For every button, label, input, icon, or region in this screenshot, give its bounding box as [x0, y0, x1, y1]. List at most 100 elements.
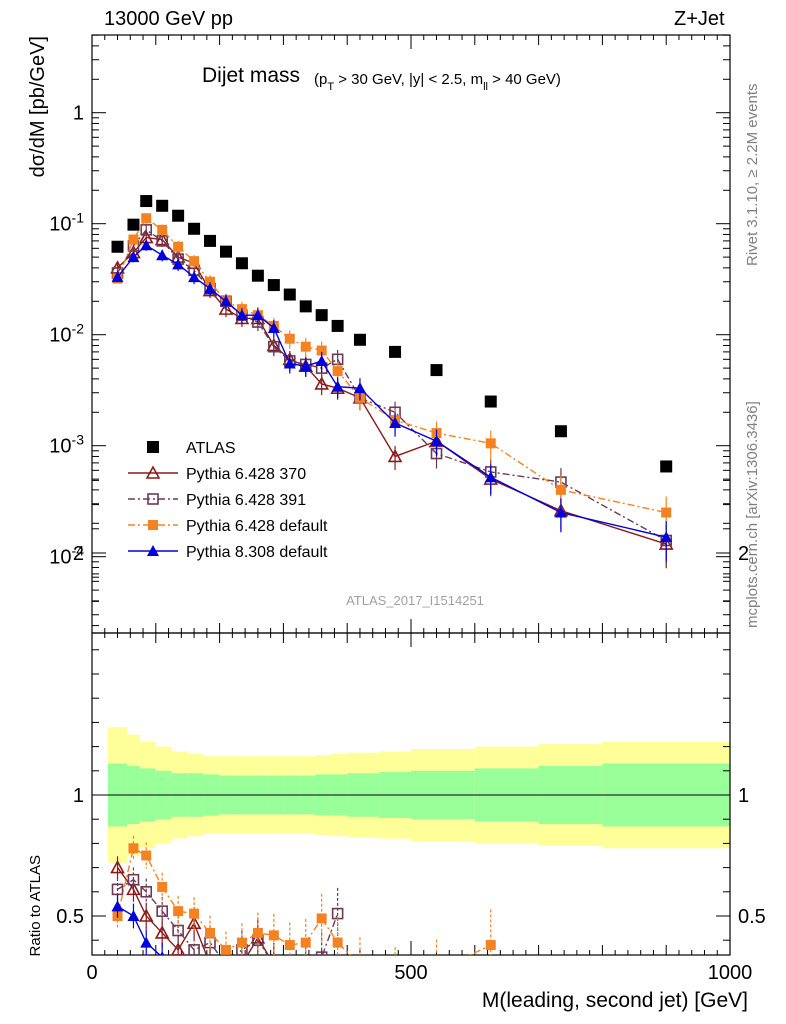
data-point — [236, 937, 247, 948]
data-point — [205, 276, 216, 287]
main-y-ticks: 10-4 10-3 10-2 10-1 1 — [49, 34, 730, 616]
header-right-label: Z+Jet — [674, 8, 725, 30]
data-point — [251, 269, 264, 282]
data-point — [252, 927, 263, 938]
data-point — [485, 438, 496, 449]
data-point — [484, 395, 497, 408]
data-point — [189, 908, 200, 919]
data-point — [315, 354, 328, 366]
data-point — [172, 258, 185, 270]
ratio-pythia-6-428-391 — [111, 867, 344, 969]
data-point — [432, 967, 442, 977]
ratio-pythia-8-308-default — [111, 894, 165, 955]
data-point — [219, 245, 232, 258]
data-point — [555, 484, 566, 495]
data-point — [268, 340, 280, 353]
legend-label: ATLAS — [186, 440, 236, 457]
data-point — [111, 240, 124, 253]
data-point — [157, 224, 168, 235]
data-point — [160, 951, 165, 955]
data-point — [660, 531, 673, 543]
data-point — [300, 937, 311, 948]
data-point — [299, 360, 312, 372]
legend-label: Pythia 8.308 default — [186, 544, 328, 561]
legend-item: Pythia 6.428 default — [128, 518, 328, 535]
data-point — [189, 256, 200, 267]
data-point — [389, 345, 402, 358]
data-point — [127, 218, 140, 231]
data-point — [188, 944, 200, 955]
data-point — [235, 309, 248, 321]
plot-title-main: Dijet mass — [202, 64, 300, 87]
data-point — [316, 913, 327, 924]
data-point — [147, 545, 159, 556]
legend-item: Pythia 8.308 default — [128, 544, 328, 561]
data-point — [204, 282, 217, 294]
data-point — [269, 959, 279, 969]
data-point — [126, 881, 141, 896]
data-point — [315, 951, 328, 955]
series-pythia-6-428-default — [112, 213, 672, 537]
data-point — [251, 309, 264, 321]
data-point — [661, 507, 672, 518]
data-point — [353, 382, 366, 394]
data-point — [554, 506, 567, 518]
data-point — [154, 925, 170, 939]
data-point — [156, 249, 169, 261]
data-point — [140, 224, 153, 236]
x-axis-label: M(leading, second jet) [GeV] — [482, 989, 748, 1012]
data-point — [204, 234, 217, 247]
data-point — [111, 883, 124, 896]
data-point — [140, 936, 153, 948]
data-point — [284, 940, 295, 951]
data-point — [173, 906, 184, 917]
legend-label: Pythia 6.428 370 — [186, 466, 306, 483]
data-point — [145, 465, 161, 479]
data-point — [284, 333, 295, 344]
ratio-y-tick-label-right: 0.5 — [738, 906, 766, 928]
data-point — [389, 417, 402, 429]
data-point — [355, 959, 365, 969]
x-tick-label: 0 — [86, 962, 97, 984]
data-point — [268, 930, 279, 941]
legend-item: Pythia 6.428 370 — [128, 465, 306, 483]
data-point — [219, 295, 232, 307]
ratio-y-tick-label-right: 2 — [738, 543, 749, 565]
data-point — [484, 471, 497, 483]
data-point — [127, 251, 140, 263]
data-point — [314, 376, 330, 390]
legend-label: Pythia 6.428 391 — [186, 492, 306, 509]
series-atlas — [111, 195, 673, 473]
data-point — [140, 239, 153, 251]
data-point — [331, 380, 344, 392]
data-point — [316, 345, 327, 356]
main-series — [110, 195, 674, 569]
data-point — [430, 435, 443, 447]
data-point — [267, 279, 280, 292]
x-tick-label: 500 — [394, 962, 427, 984]
data-point — [147, 441, 159, 453]
data-point — [554, 425, 567, 438]
data-point — [140, 195, 153, 208]
data-point — [127, 873, 140, 886]
plot-title-cuts: (pT > 30 GeV, |y| < 2.5, mll > 40 GeV) — [314, 71, 561, 93]
data-point — [283, 357, 296, 369]
data-point — [220, 958, 232, 969]
data-point — [485, 940, 496, 951]
data-point — [127, 910, 140, 921]
data-point — [299, 300, 312, 313]
main-panel: 10-4 10-3 10-2 10-1 1 dσ/dM [pb/GeV] Dijet mas… — [27, 34, 731, 634]
plot-title: Dijet mass (pT > 30 GeV, |y| < 2.5, mll >… — [202, 64, 561, 93]
y-tick-label: 10-2 — [49, 321, 84, 347]
legend-item: ATLAS — [147, 440, 236, 457]
data-point — [156, 199, 169, 212]
data-point — [218, 301, 234, 315]
ratio-y-tick-label-right: 1 — [738, 785, 749, 807]
data-point — [430, 364, 443, 377]
ratio-y-tick-label-left: 0.5 — [56, 906, 84, 928]
ratio-y-tick-label-left: 1 — [73, 785, 84, 807]
ratio-y-tick-label-left: 2 — [73, 543, 84, 565]
data-point — [332, 937, 343, 948]
legend-item: Pythia 6.428 391 — [128, 492, 306, 509]
